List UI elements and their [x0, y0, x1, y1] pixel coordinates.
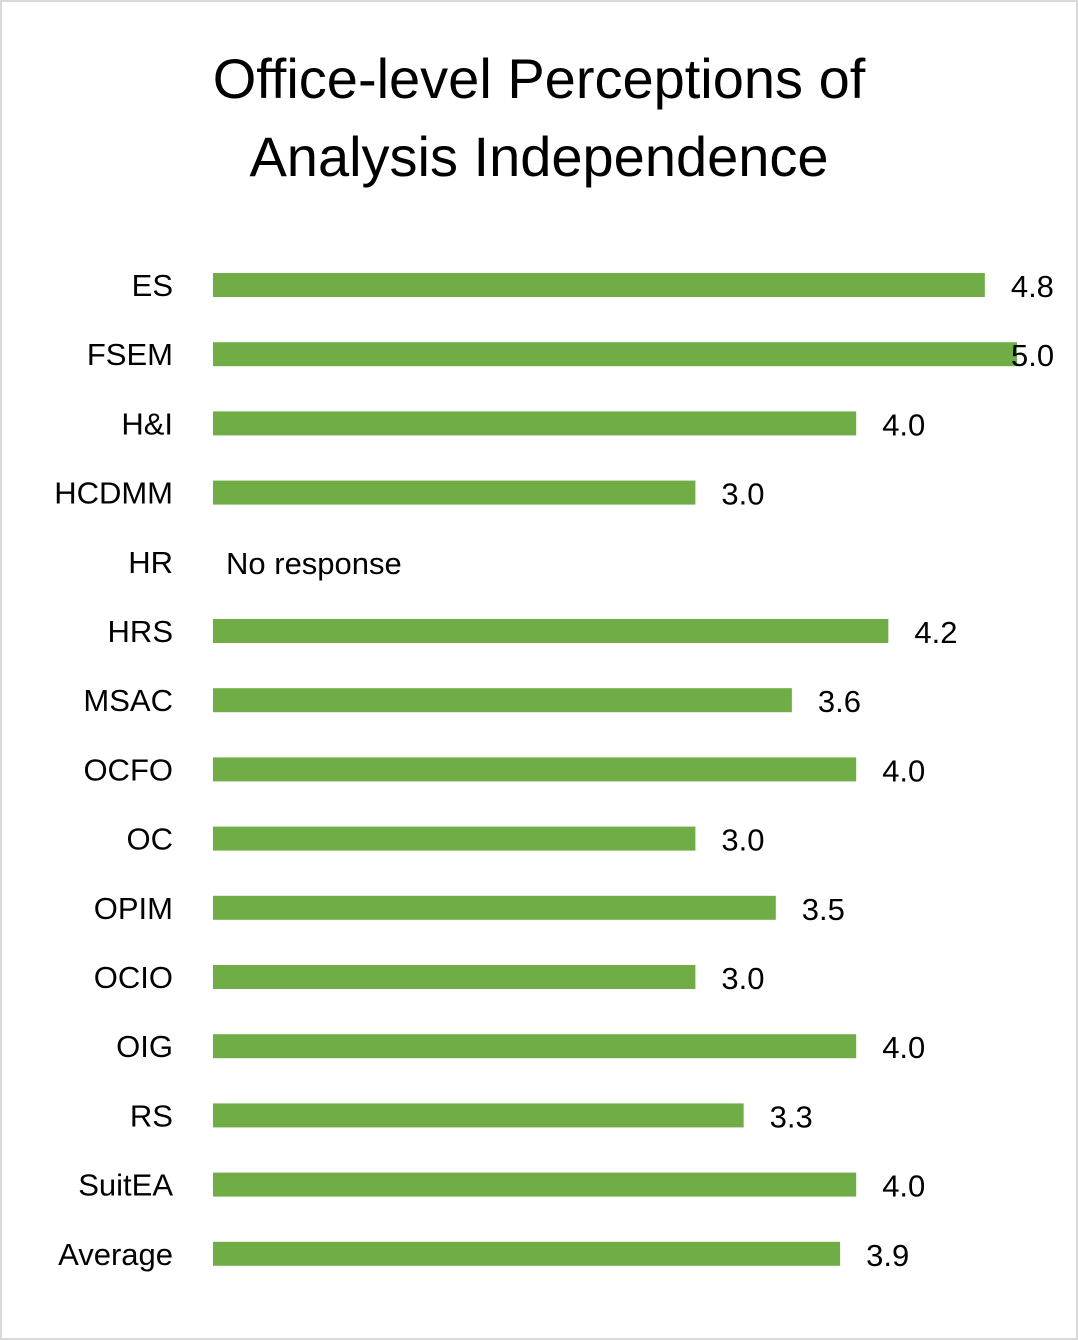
bar-opim: [213, 895, 776, 920]
bar-handi: [213, 411, 857, 436]
category-label-hcdmm: HCDMM: [54, 476, 173, 511]
category-label-average: Average: [58, 1237, 173, 1272]
bar-oc: [213, 826, 696, 851]
data-label-msac: 3.6: [818, 684, 861, 719]
category-label-rs: RS: [130, 1098, 173, 1133]
data-label-ocfo: 4.0: [882, 753, 925, 788]
bar-oig: [213, 1034, 857, 1059]
category-label-ocfo: OCFO: [83, 752, 173, 787]
category-label-hr: HR: [128, 545, 173, 580]
data-label-opim: 3.5: [802, 892, 845, 927]
bar-fsem: [213, 342, 1017, 367]
bar-suitea: [213, 1172, 857, 1197]
data-label-hrs: 4.2: [914, 615, 957, 650]
category-label-es: ES: [132, 268, 173, 303]
data-label-hcdmm: 3.0: [721, 477, 764, 512]
chart-title-line-2: Analysis Independence: [249, 125, 829, 188]
data-label-handi: 4.0: [882, 407, 925, 442]
bar-msac: [213, 688, 792, 713]
data-label-suitea: 4.0: [882, 1169, 925, 1204]
bar-rs: [213, 1103, 744, 1128]
bar-ocfo: [213, 757, 857, 782]
data-label-es: 4.8: [1011, 269, 1054, 304]
category-label-suitea: SuitEA: [78, 1168, 173, 1203]
chart-title-line-1: Office-level Perceptions of: [212, 47, 866, 110]
bar-es: [213, 273, 985, 297]
category-label-hrs: HRS: [108, 614, 173, 649]
category-label-handi: H&I: [121, 406, 173, 441]
data-label-rs: 3.3: [770, 1099, 813, 1134]
data-label-hr: No response: [226, 546, 402, 581]
bar-hrs: [213, 619, 889, 643]
bar-hcdmm: [213, 480, 696, 505]
category-label-ocio: OCIO: [94, 960, 173, 995]
category-label-oc: OC: [127, 822, 174, 857]
data-label-average: 3.9: [866, 1238, 909, 1273]
bar-ocio: [213, 965, 696, 989]
category-label-oig: OIG: [116, 1029, 173, 1064]
category-label-opim: OPIM: [94, 891, 173, 926]
data-label-fsem: 5.0: [1011, 338, 1054, 373]
data-label-oig: 4.0: [882, 1030, 925, 1065]
chart-title: Office-level Perceptions of Analysis Ind…: [0, 40, 1078, 196]
bar-average: [213, 1241, 841, 1266]
category-label-fsem: FSEM: [87, 337, 173, 372]
data-label-oc: 3.0: [721, 823, 764, 858]
category-label-msac: MSAC: [83, 683, 173, 718]
data-label-ocio: 3.0: [721, 961, 764, 996]
